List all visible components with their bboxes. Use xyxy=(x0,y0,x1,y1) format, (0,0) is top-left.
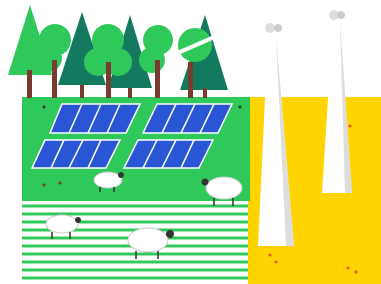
sheep-body xyxy=(206,177,242,199)
dot xyxy=(59,182,62,185)
page: (() => { const data = JSON.parse(documen… xyxy=(0,0,381,284)
trees xyxy=(8,5,228,98)
sheep-body xyxy=(94,172,122,188)
dot xyxy=(43,184,46,187)
illustration xyxy=(0,0,381,284)
dot xyxy=(239,106,242,109)
sheep xyxy=(46,215,81,239)
sheep-body xyxy=(46,215,78,233)
trunk xyxy=(106,62,111,98)
sheep xyxy=(202,177,243,206)
dot xyxy=(355,271,358,274)
trunk xyxy=(27,70,32,98)
trunk xyxy=(128,88,132,98)
dot xyxy=(269,254,272,257)
sheep-body xyxy=(128,228,168,252)
trunk xyxy=(203,88,207,98)
sheep-head xyxy=(202,179,209,186)
dot xyxy=(349,125,352,128)
sheep-head xyxy=(118,172,124,178)
sheep-head xyxy=(166,230,174,238)
turbine-hub xyxy=(265,23,275,33)
dot xyxy=(275,261,278,264)
round-tree xyxy=(34,44,62,72)
trunk xyxy=(188,62,193,98)
round-tree xyxy=(139,47,165,73)
turbine-hub xyxy=(337,11,345,19)
trunk xyxy=(155,60,160,98)
trunk xyxy=(52,60,57,98)
sheep-head xyxy=(75,217,81,223)
dot xyxy=(347,267,350,270)
dot xyxy=(43,106,46,109)
trunk xyxy=(80,85,84,98)
turbine-hub xyxy=(274,24,282,32)
